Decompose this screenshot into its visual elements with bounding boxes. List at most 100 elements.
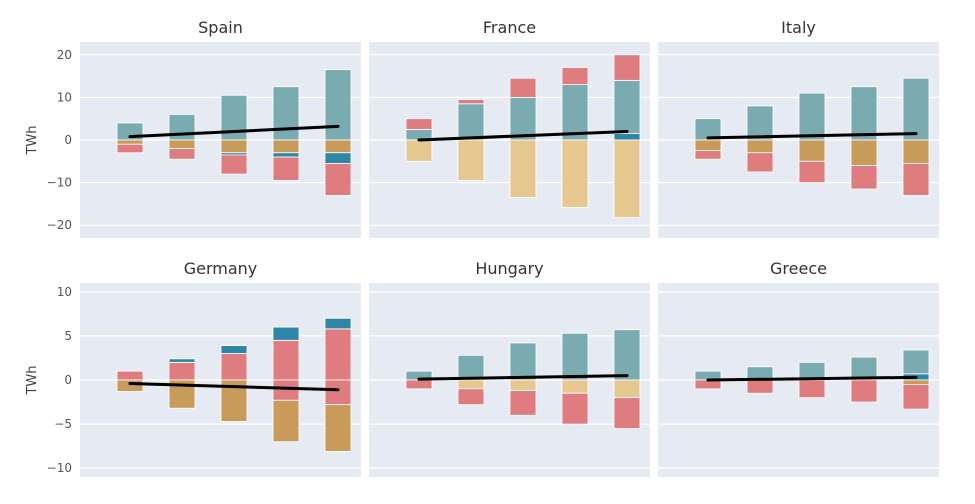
bar-segment-blue <box>272 152 300 158</box>
y-tick-label: −10 <box>47 461 72 475</box>
bar-segment-pink <box>168 148 196 160</box>
y-tick-label: 0 <box>64 373 72 387</box>
trend-line <box>417 374 629 381</box>
bar-segment-brown <box>272 399 300 443</box>
bar-segment-teal <box>509 96 537 141</box>
panel-title: Spain <box>198 18 243 37</box>
y-tick-label: 20 <box>57 48 72 62</box>
bar-segment-brown <box>694 139 722 152</box>
y-tick-label: 0 <box>64 133 72 147</box>
bar-segment-brown <box>902 379 930 385</box>
bar-segment-teal <box>272 86 300 141</box>
bar-segment-brown <box>220 139 248 154</box>
bar-segment-teal <box>509 342 537 381</box>
panel-italy: Italy <box>658 18 939 238</box>
bar-segment-pink <box>272 379 300 401</box>
bar-segment-pink <box>457 99 485 105</box>
bar-segment-brown <box>324 139 352 154</box>
bar-segment-teal <box>457 354 485 381</box>
bar-segment-pink <box>798 379 826 399</box>
y-tick-label: 10 <box>57 90 72 104</box>
y-axis-label: TWh <box>25 365 40 395</box>
bar-segment-pink <box>746 379 774 394</box>
trend-line <box>706 375 918 382</box>
bar-segment-pink <box>324 163 352 196</box>
y-tick-label: −20 <box>47 218 72 232</box>
bar-segment-pink <box>405 118 433 130</box>
bar-segment-tan <box>457 139 485 181</box>
panel-title: Italy <box>781 18 816 37</box>
bar-segment-brown <box>798 139 826 162</box>
bar-segment-pink <box>613 397 641 429</box>
bar-segment-pink <box>902 384 930 410</box>
bar-segment-brown <box>272 139 300 154</box>
bar-segment-pink <box>561 392 589 425</box>
bar-segment-pink <box>116 370 144 381</box>
panel-spain: 20 10 0 −10 −20 TWh Spain <box>25 18 361 238</box>
trend-line <box>417 129 629 142</box>
bar-segment-teal <box>324 69 352 141</box>
trend-line <box>128 382 340 392</box>
bar-segment-teal <box>561 84 589 141</box>
bar-segment-tan <box>509 379 537 391</box>
panel-germany: 10 5 0 −5 −10 TWh Germany <box>25 259 361 477</box>
bar-segment-pink <box>850 379 878 403</box>
trend-line <box>128 124 340 139</box>
bar-segment-teal <box>902 349 930 375</box>
bar-segment-pink <box>272 156 300 181</box>
bar-segment-tan <box>561 379 589 394</box>
trend-line <box>706 132 918 140</box>
bar-segment-pink <box>509 390 537 416</box>
bar-segment-brown <box>850 139 878 166</box>
panel-hungary: Hungary <box>369 259 650 477</box>
panel-france: France <box>369 18 650 238</box>
bar-segment-blue <box>168 358 196 363</box>
bar-segment-pink <box>220 154 248 175</box>
bar-segment-brown <box>116 139 144 145</box>
bar-segment-teal <box>850 86 878 141</box>
bar-segment-pink <box>694 150 722 160</box>
bar-segment-blue <box>324 152 352 164</box>
bar-segment-teal <box>746 105 774 141</box>
bar-segment-pink <box>509 77 537 98</box>
bar-segment-teal <box>561 332 589 381</box>
bar-segment-pink <box>220 353 248 381</box>
panel-title: Greece <box>770 259 827 278</box>
bar-segment-tan <box>405 139 433 162</box>
bar-segment-blue <box>272 326 300 341</box>
bar-segment-tan <box>561 139 589 208</box>
y-tick-label: −10 <box>47 176 72 190</box>
bar-segment-teal <box>168 114 196 141</box>
bar-segment-pink <box>168 361 196 381</box>
bar-segment-tan <box>613 379 641 399</box>
bar-segment-pink <box>613 54 641 81</box>
bar-segment-tan <box>509 139 537 198</box>
bar-segment-teal <box>798 92 826 141</box>
bar-segment-brown <box>902 139 930 164</box>
bar-segment-pink <box>850 165 878 190</box>
y-tick-label: 5 <box>64 329 72 343</box>
bar-segment-brown <box>168 139 196 149</box>
bar-segment-teal <box>902 77 930 141</box>
panel-title: France <box>483 18 536 37</box>
bar-segment-teal <box>613 79 641 135</box>
bar-segment-blue <box>324 317 352 330</box>
bar-segment-pink <box>798 160 826 184</box>
bar-segment-tan <box>457 379 485 390</box>
bar-segment-teal <box>613 329 641 381</box>
bar-segment-blue <box>613 133 641 141</box>
panel-greece: Greece <box>658 259 939 477</box>
panel-title: Hungary <box>475 259 543 278</box>
bar-segment-brown <box>324 404 352 452</box>
y-axis-label: TWh <box>25 125 40 155</box>
bar-segment-teal <box>457 103 485 141</box>
y-tick-label: −5 <box>54 417 72 431</box>
bar-segment-pink <box>324 328 352 381</box>
bar-segment-pink <box>405 379 433 390</box>
bar-segment-pink <box>324 379 352 406</box>
bar-segment-brown <box>746 139 774 154</box>
bar-segment-tan <box>613 139 641 218</box>
y-tick-label: 10 <box>57 285 72 299</box>
